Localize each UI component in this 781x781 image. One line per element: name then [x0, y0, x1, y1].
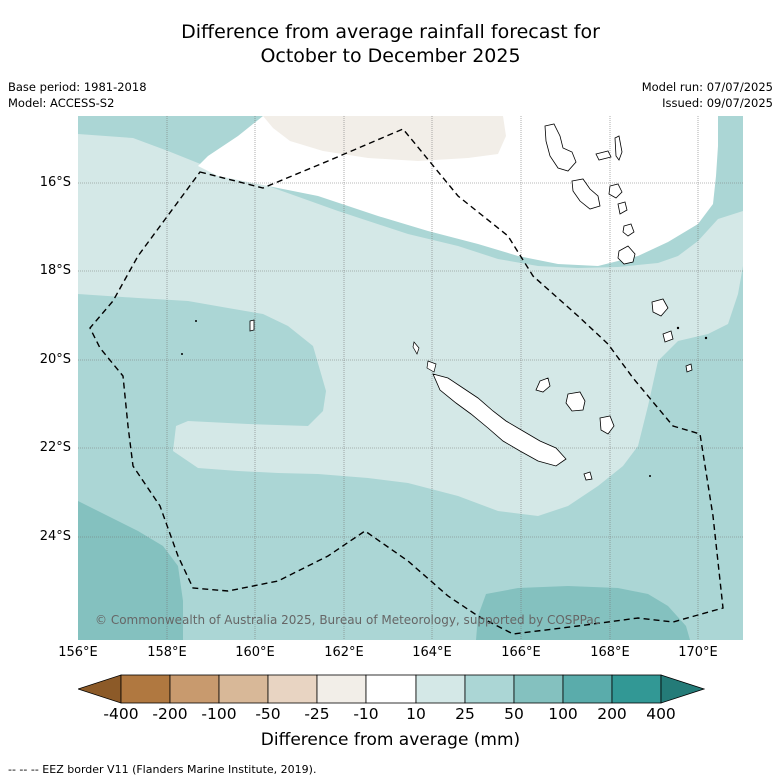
colorbar-title: Difference from average (mm) [260, 730, 521, 750]
belep-islands [412, 341, 420, 355]
dot-islet-1 [676, 326, 680, 330]
eez-footnote: -- -- -- EEZ border V11 (Flanders Marine… [8, 763, 317, 776]
cbar-tick-8: 25 [455, 705, 475, 723]
small-islet-1 [685, 363, 693, 373]
colorbar-bin-5 [316, 674, 367, 704]
colorbar-bin-1 [120, 674, 171, 704]
cbar-tick-4: -50 [255, 705, 281, 723]
dot-islet-3 [195, 320, 197, 322]
meta-left: Base period: 1981-2018 Model: ACCESS-S2 [8, 79, 147, 111]
lifou-island [565, 391, 586, 412]
x-tick-168e: 168°E [590, 645, 630, 660]
cbar-tick-9: 50 [504, 705, 524, 723]
region-50-100-se [476, 586, 690, 640]
ouvea-island [535, 377, 551, 393]
cbar-tick-10: 100 [548, 705, 578, 723]
cbar-tick-7: 10 [406, 705, 426, 723]
cbar-tick-2: -200 [152, 705, 188, 723]
colorbar-bin-2 [169, 674, 220, 704]
meta-right: Model run: 07/07/2025 Issued: 09/07/2025 [642, 79, 773, 111]
erromango-island [617, 245, 636, 265]
espiritu-santo-island [544, 123, 577, 172]
copyright-notice: © Commonwealth of Australia 2025, Bureau… [95, 613, 601, 627]
malekula-island [571, 178, 601, 210]
region-dry [263, 116, 506, 161]
region-10-25 [78, 134, 743, 516]
y-tick-20s: 20°S [39, 352, 71, 367]
cbar-tick-3: -100 [201, 705, 237, 723]
cbar-tick-1: -400 [103, 705, 139, 723]
cbar-tick-12: 400 [646, 705, 676, 723]
islet [426, 360, 437, 373]
x-tick-156e: 156°E [58, 645, 98, 660]
colorbar-bin-11 [611, 674, 662, 704]
x-tick-164e: 164°E [412, 645, 452, 660]
map-canvas [78, 116, 743, 640]
colorbar-bin-3 [218, 674, 269, 704]
dot-islet-5 [649, 475, 651, 477]
colorbar-bin-6 [365, 674, 417, 704]
isle-of-pines [583, 471, 593, 481]
pentecost-island [608, 183, 623, 199]
x-tick-158e: 158°E [147, 645, 187, 660]
x-tick-166e: 166°E [501, 645, 541, 660]
y-tick-22s: 22°S [39, 440, 71, 455]
cbar-tick-5: -25 [304, 705, 330, 723]
colorbar [78, 674, 705, 704]
dot-islet-2 [704, 336, 708, 340]
cbar-tick-6: -10 [353, 705, 379, 723]
x-tick-170e: 170°E [678, 645, 718, 660]
colorbar-bin-9 [513, 674, 564, 704]
x-tick-162e: 162°E [324, 645, 364, 660]
eez-border [89, 128, 724, 635]
maewo-island [614, 135, 623, 161]
y-tick-18s: 18°S [39, 263, 71, 278]
model-run: Model run: 07/07/2025 [641, 80, 773, 94]
ambae-island [595, 150, 612, 161]
dot-islet-4 [181, 353, 183, 355]
title-line-1: Difference from average rainfall forecas… [181, 21, 600, 43]
region-neutral [198, 116, 718, 266]
issued-date: Issued: 09/07/2025 [662, 96, 773, 110]
colorbar-extend-high [660, 674, 705, 704]
epi-island [617, 201, 628, 215]
region-50-100-sw [78, 501, 183, 640]
y-tick-16s: 16°S [39, 175, 71, 190]
colorbar-bin-8 [464, 674, 515, 704]
model-name: Model: ACCESS-S2 [8, 96, 115, 110]
title-line-2: October to December 2025 [260, 45, 521, 67]
tanna-island [651, 298, 669, 317]
colorbar-bin-4 [267, 674, 318, 704]
graticule [78, 116, 743, 640]
new-caledonia-island [432, 373, 567, 467]
y-tick-24s: 24°S [39, 529, 71, 544]
colorbar-bin-7 [415, 674, 466, 704]
small-islet-2 [249, 319, 255, 332]
efate-island [622, 223, 635, 237]
aneityum-island [662, 330, 674, 343]
forecast-map [78, 116, 743, 640]
colorbar-extend-low [78, 674, 122, 704]
base-period: Base period: 1981-2018 [8, 80, 147, 94]
colorbar-bin-10 [562, 674, 613, 704]
cbar-tick-11: 200 [597, 705, 627, 723]
map-title: Difference from average rainfall forecas… [0, 20, 781, 68]
mare-island [599, 415, 615, 435]
x-tick-160e: 160°E [235, 645, 275, 660]
